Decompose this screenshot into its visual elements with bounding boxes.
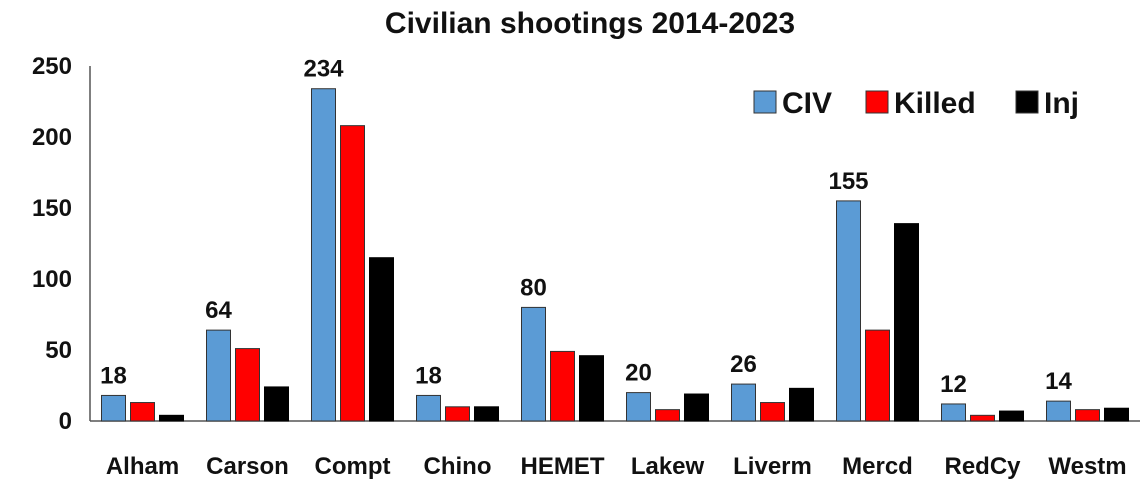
y-tick-label: 0: [59, 408, 72, 435]
bar-inj-mercd: [894, 223, 919, 422]
y-tick-label: 50: [45, 337, 72, 364]
bar-civ-redcy: [941, 403, 966, 422]
data-label: 12: [940, 371, 967, 398]
y-tick-label: 250: [32, 53, 72, 80]
bar-killed-liverm: [760, 402, 785, 422]
x-category-label: Carson: [206, 453, 289, 480]
bar-inj-redcy: [999, 410, 1024, 422]
bar-inj-hemet: [579, 355, 604, 422]
bar-inj-chino: [474, 406, 499, 422]
x-category-label: Chino: [424, 453, 492, 480]
bar-inj-alham: [159, 414, 184, 422]
bar-inj-lakew: [684, 393, 709, 422]
data-label: 18: [415, 362, 442, 389]
x-category-label: Liverm: [733, 453, 812, 480]
chart-bars: [101, 88, 1129, 422]
bar-inj-carson: [264, 386, 289, 422]
legend-swatch-civ: [753, 90, 777, 114]
bar-civ-carson: [206, 329, 231, 422]
data-label: 26: [730, 351, 757, 378]
data-labels: 18 64 234 18 80 20 26 155 12 14: [100, 56, 1072, 398]
bar-civ-mercd: [836, 200, 861, 422]
bar-inj-liverm: [789, 387, 814, 422]
x-category-label: Mercd: [842, 453, 913, 480]
legend-label-inj: Inj: [1044, 87, 1079, 120]
y-tick-label: 200: [32, 124, 72, 151]
x-category-label: Compt: [315, 453, 391, 480]
data-label: 234: [303, 56, 344, 83]
x-category-label: RedCy: [944, 453, 1021, 480]
legend-label-civ: CIV: [782, 87, 832, 120]
legend-swatch-inj: [1015, 90, 1039, 114]
data-label: 155: [828, 168, 868, 195]
legend-swatch-killed: [865, 90, 889, 114]
x-category-label: HEMET: [521, 453, 605, 480]
bar-inj-compt: [369, 257, 394, 422]
data-label: 18: [100, 362, 127, 389]
data-label: 64: [205, 297, 232, 324]
bar-killed-westm: [1075, 409, 1100, 422]
bar-civ-lakew: [626, 392, 651, 422]
bar-killed-alham: [130, 402, 155, 422]
bar-civ-compt: [311, 88, 336, 422]
bar-civ-chino: [416, 394, 441, 422]
bar-civ-alham: [101, 394, 126, 422]
bar-inj-westm: [1104, 407, 1129, 422]
bar-killed-carson: [235, 348, 260, 422]
bar-civ-hemet: [521, 306, 546, 422]
bar-civ-westm: [1046, 400, 1071, 422]
y-tick-label: 100: [32, 266, 72, 293]
legend: CIV Killed Inj: [753, 87, 1079, 120]
y-axis-ticks: 0 50 100 150 200 250: [32, 53, 72, 435]
legend-label-killed: Killed: [894, 87, 976, 120]
data-label: 80: [520, 274, 547, 301]
x-category-label: Westm: [1048, 453, 1126, 480]
data-label: 14: [1045, 368, 1072, 395]
y-tick-label: 150: [32, 195, 72, 222]
bar-killed-hemet: [550, 350, 575, 422]
x-axis-categories: Alham Carson Compt Chino HEMET Lakew Liverm Mer…: [106, 453, 1127, 480]
bar-killed-lakew: [655, 409, 680, 422]
chart-title: Civilian shootings 2014-2023: [385, 7, 795, 40]
x-category-label: Lakew: [631, 453, 705, 480]
bar-killed-chino: [445, 406, 470, 422]
x-category-label: Alham: [106, 453, 179, 480]
bar-civ-liverm: [731, 383, 756, 422]
bar-killed-redcy: [970, 414, 995, 422]
data-label: 20: [625, 360, 652, 387]
bar-killed-mercd: [865, 329, 890, 422]
bar-killed-compt: [340, 125, 365, 422]
